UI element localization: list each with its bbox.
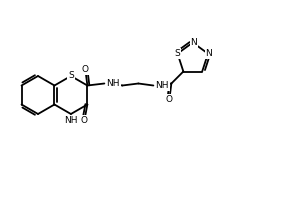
Text: S: S xyxy=(175,49,180,58)
Text: N: N xyxy=(190,38,197,47)
Text: N: N xyxy=(206,49,212,58)
Text: O: O xyxy=(166,95,173,104)
Text: S: S xyxy=(68,72,74,80)
Text: NH: NH xyxy=(106,79,120,88)
Text: NH: NH xyxy=(155,81,169,90)
Text: O: O xyxy=(82,65,89,74)
Text: NH: NH xyxy=(64,116,78,125)
Text: O: O xyxy=(81,116,88,125)
